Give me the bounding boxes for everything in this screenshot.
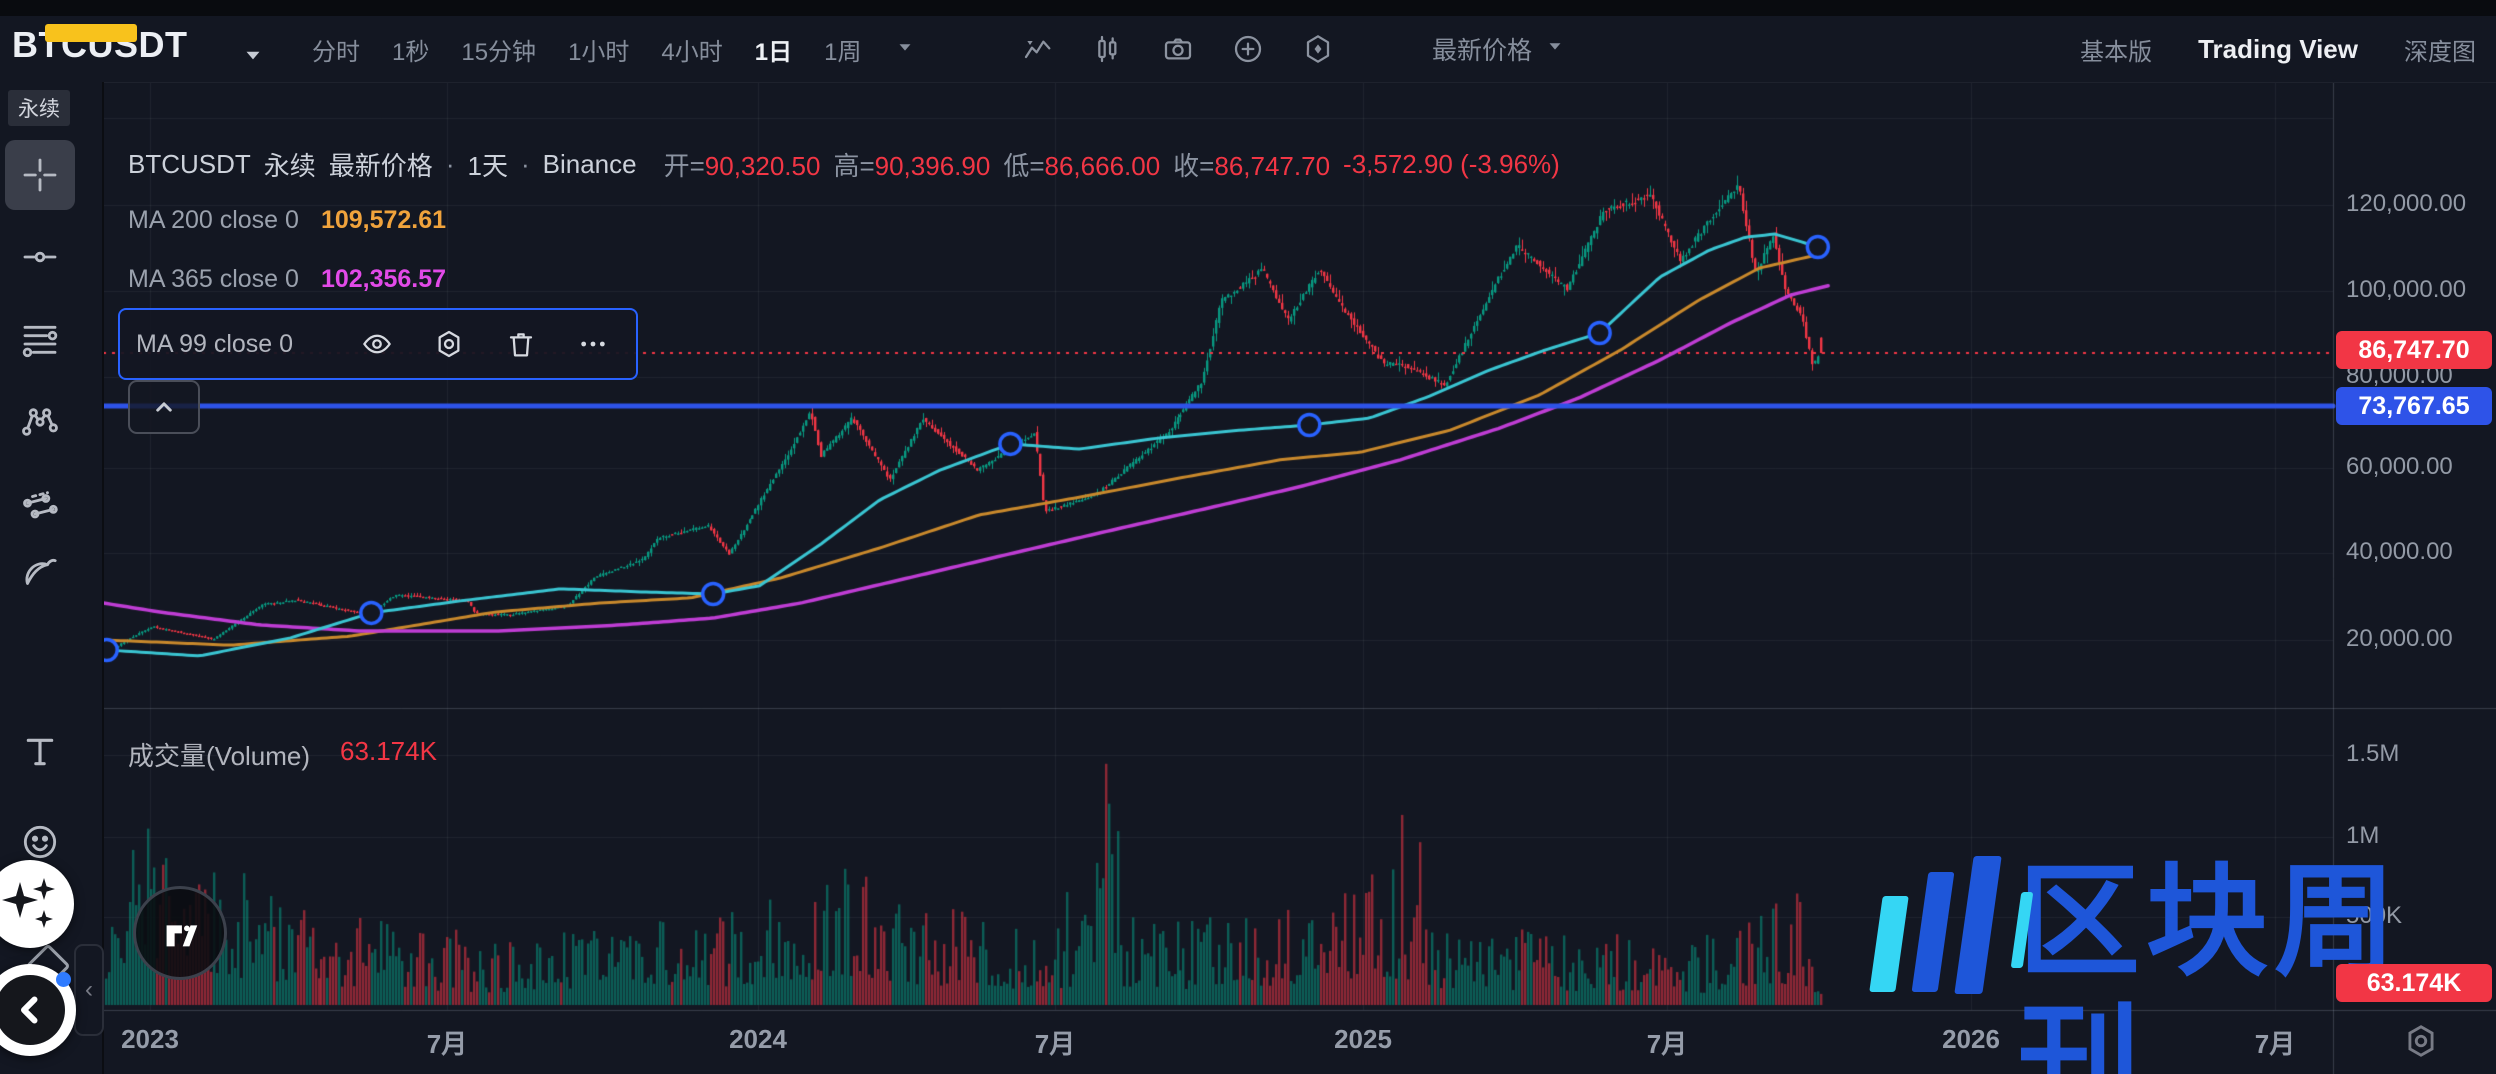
timeframe-row: 分时 1秒 15分钟 1小时 4小时 1日 1周 [312,16,916,82]
legend-high: 高=90,396.90 [833,151,991,181]
indicator-icon[interactable] [1022,33,1054,65]
legend-symbol: BTCUSDT [128,149,251,179]
volume-value: 63.174K [340,736,437,766]
sparkles-icon [2,878,55,928]
axis-tick-label: 40,000.00 [2346,538,2453,565]
timeframe-1小时[interactable]: 1小时 [568,38,630,66]
plus-circle-icon[interactable] [1232,33,1264,65]
tool-text[interactable] [5,717,75,787]
price-mode-label: 最新价格 [1432,37,1533,65]
tool-parallel-channel[interactable] [5,464,75,534]
camera-icon[interactable] [1162,33,1194,65]
timeframe-4小时[interactable]: 4小时 [661,38,723,66]
header-toolbar: BTCUSDT 分时 1秒 15分钟 1小时 4小时 1日 1周 最新价格 基本版 Tradi… [0,16,2496,83]
ma99-selected-toolbar[interactable]: MA 99 close 0 [118,308,638,380]
axis-tick-label: 1.5M [2346,740,2400,767]
header-item-深度图[interactable]: 深度图 [2404,38,2476,66]
timeframe-分时[interactable]: 分时 [312,38,360,66]
hexagon-icon[interactable] [1302,33,1334,65]
legend-price-type: 最新价格 [328,151,433,181]
timeframe-caret-down-icon[interactable] [894,36,916,63]
chart-legend[interactable]: BTCUSDT 永续 最新价格 · 1天 · Binance 开=90,320.… [128,146,1560,183]
timeframe-1日[interactable]: 1日 [754,38,793,66]
legend-dot: · [445,149,455,179]
widget-logo [0,975,65,1045]
eye-icon[interactable] [341,328,413,360]
legend-contract: 永续 [263,151,316,181]
tool-fib-retracement[interactable] [5,304,75,374]
more-options-icon[interactable] [557,328,629,360]
axis-tick-label: 120,000.00 [2346,190,2467,217]
horizontal-line-price-badge: 73,767.65 [2336,387,2492,425]
time-tick-label: 7月 [1034,1029,1076,1059]
last-volume-badge: 63.174K [2336,964,2492,1002]
header-item-基本版[interactable]: 基本版 [2080,38,2153,66]
tool-trendline[interactable] [5,222,75,292]
price-mode-dropdown[interactable]: 最新价格 [1432,16,1566,82]
time-tick-label: 7月 [1646,1029,1688,1059]
time-tick-label: 7月 [426,1029,468,1059]
tool-curve[interactable] [5,536,75,606]
timeframe-15分钟[interactable]: 15分钟 [461,38,537,66]
time-tick-label: 2026 [1942,1024,2000,1054]
legend-interval: 1天 [467,151,508,181]
axis-tick-label: 100,000.00 [2346,276,2467,303]
axis-tick-label: 1M [2346,822,2380,849]
trash-icon[interactable] [485,328,557,360]
drawing-toolbar [0,82,104,1074]
axis-tick-label: 500K [2346,902,2403,929]
header-right-group: 基本版 Trading View 深度图 [2080,16,2476,82]
price-mode-caret-down-icon [1544,35,1566,64]
ma200-label: MA 200 close 0 [128,206,299,234]
legend-open: 开=90,320.50 [663,151,821,181]
legend-change: -3,572.90 (-3.96%) [1343,149,1560,179]
ai-assistant-button[interactable] [0,860,74,948]
top-strip [0,0,2496,16]
collapse-legend-button[interactable] [128,380,200,434]
timezone-settings-icon[interactable] [2402,1022,2440,1065]
header-item-Trading View[interactable]: Trading View [2198,33,2358,64]
tool-crosshair[interactable] [5,140,75,210]
symbol-caret-down-icon[interactable] [240,42,266,73]
timeframe-1秒[interactable]: 1秒 [392,38,430,66]
legend-exchange: Binance [542,149,637,179]
time-tick-label: 2025 [1334,1024,1392,1054]
notification-dot [56,972,71,987]
ma365-label: MA 365 close 0 [128,265,299,293]
active-tab-indicator [45,24,137,42]
tool-xabcd-pattern[interactable] [5,387,75,457]
time-axis[interactable]: 2023 7月 2024 7月 2025 7月 2026 7月 [103,1012,2496,1074]
time-tick-label: 7月 [2254,1029,2296,1059]
time-tick-label: 2024 [729,1024,787,1054]
chevron-left-logo-icon [21,996,38,1024]
ma365-value: 102,356.57 [320,265,447,293]
legend-dot: · [520,149,530,179]
axis-tick-label: 20,000.00 [2346,625,2453,652]
timeframe-1周[interactable]: 1周 [824,38,862,66]
candles-icon[interactable] [1092,33,1124,65]
header-icon-row [1022,16,1334,82]
perpetual-badge: 永续 [8,90,70,126]
ma365-legend-row[interactable]: MA 365 close 0 102,356.57 [128,265,446,294]
ma99-label: MA 99 close 0 [136,329,294,358]
tradingview-logo[interactable] [133,886,227,980]
ma200-legend-row[interactable]: MA 200 close 0 109,572.61 [128,206,446,235]
last-price-badge: 86,747.70 [2336,331,2492,369]
ma200-value: 109,572.61 [320,206,447,234]
volume-legend[interactable]: 成交量(Volume) 63.174K [128,736,437,773]
legend-low: 低=86,666.00 [1003,151,1161,181]
tool-emoji[interactable] [5,807,75,877]
legend-close: 收=86,747.70 [1173,151,1331,181]
gear-icon[interactable] [413,328,485,360]
panel-collapse-tab[interactable]: ‹ [74,944,104,1036]
axis-tick-label: 60,000.00 [2346,453,2453,480]
chevron-up-icon [156,402,172,412]
price-axis[interactable]: 120,000.00 100,000.00 80,000.00 60,000.00 40… [2334,82,2496,1074]
volume-label: 成交量(Volume) [128,741,311,771]
time-tick-label: 2023 [121,1024,179,1054]
floating-widget-button[interactable] [0,964,76,1056]
